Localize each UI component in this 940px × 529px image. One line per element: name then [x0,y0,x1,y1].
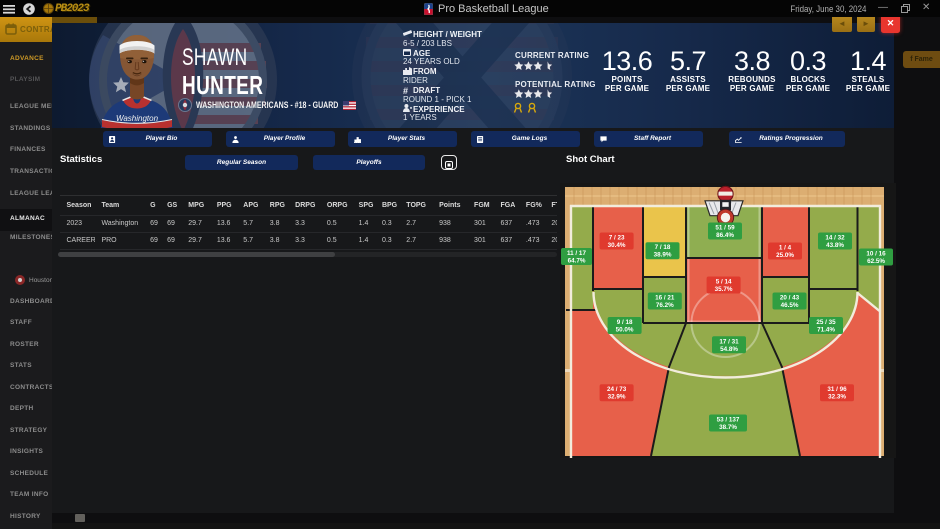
svg-text:50.0%: 50.0% [616,327,634,334]
svg-text:14 / 32: 14 / 32 [825,235,845,242]
svg-text:35.7%: 35.7% [715,286,733,293]
svg-text:9 / 18: 9 / 18 [617,319,633,326]
svg-text:46.5%: 46.5% [781,302,799,309]
svg-text:Washington: Washington [116,114,159,123]
svg-text:38.7%: 38.7% [719,424,737,431]
svg-text:64.7%: 64.7% [568,258,586,265]
svg-text:16 / 21: 16 / 21 [655,295,675,302]
svg-text:25 / 35: 25 / 35 [816,319,836,326]
svg-text:54.8%: 54.8% [720,346,738,353]
svg-text:20 / 43: 20 / 43 [780,295,800,302]
svg-text:5 / 14: 5 / 14 [716,279,732,286]
svg-text:53 / 137: 53 / 137 [717,417,740,424]
svg-text:1 / 4: 1 / 4 [779,245,792,252]
svg-text:30.4%: 30.4% [608,242,626,249]
svg-text:51 / 59: 51 / 59 [715,225,735,232]
svg-text:7 / 23: 7 / 23 [609,235,625,242]
svg-text:71.4%: 71.4% [817,327,835,334]
svg-text:7 / 18: 7 / 18 [655,244,671,251]
svg-text:31 / 96: 31 / 96 [827,386,847,393]
svg-text:17 / 31: 17 / 31 [719,338,739,345]
svg-text:43.8%: 43.8% [826,242,844,249]
svg-text:86.4%: 86.4% [716,232,734,239]
svg-text:76.2%: 76.2% [656,302,674,309]
svg-text:24 / 73: 24 / 73 [607,386,627,393]
svg-text:10 / 16: 10 / 16 [866,251,886,258]
svg-text:25.0%: 25.0% [776,252,794,259]
svg-text:32.9%: 32.9% [608,394,626,401]
svg-text:62.5%: 62.5% [867,258,885,265]
svg-text:38.9%: 38.9% [654,252,672,259]
svg-text:11 / 17: 11 / 17 [567,250,586,257]
svg-text:32.3%: 32.3% [828,394,846,401]
